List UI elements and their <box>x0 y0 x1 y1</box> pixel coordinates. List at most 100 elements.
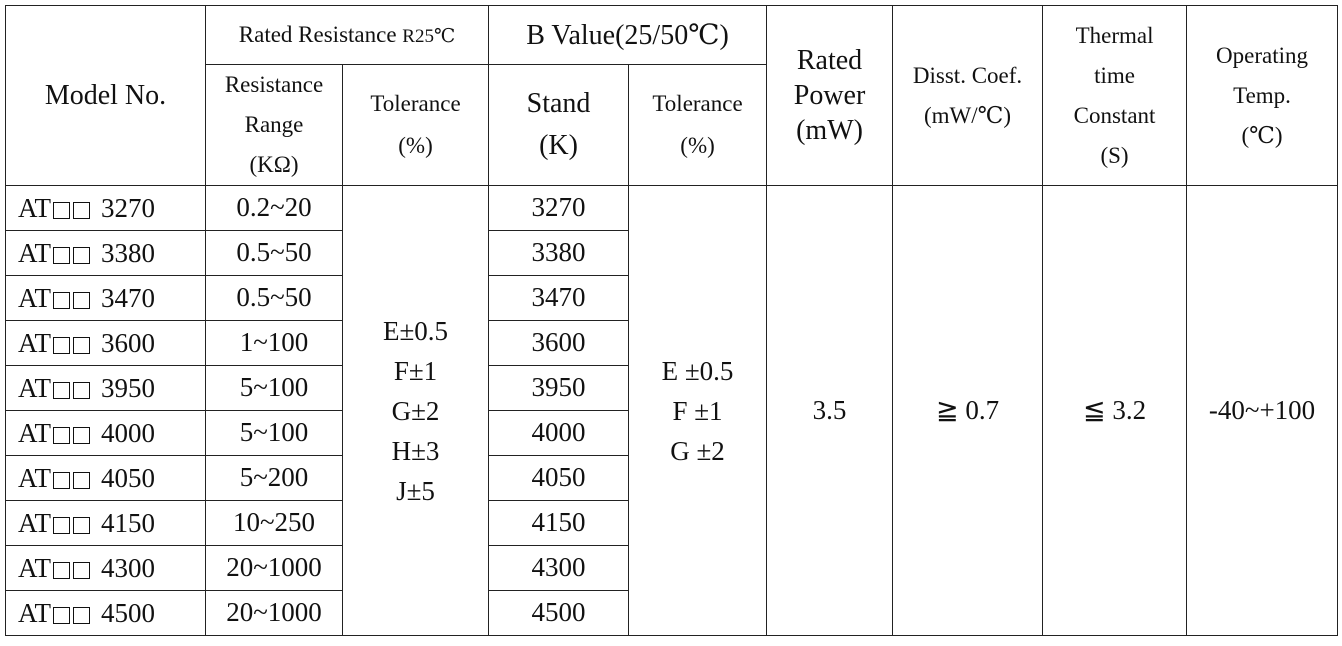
model-cell: AT 3600 <box>5 320 206 366</box>
stand-cell: 3270 <box>488 185 630 231</box>
stand-cell: 3470 <box>488 275 630 321</box>
disst-coef-cell: ≧ 0.7 <box>892 185 1044 636</box>
model-code-boxes <box>53 282 93 316</box>
header-operating-temp-line-1: Operating <box>1216 42 1309 68</box>
model-cell: AT 4500 <box>5 590 206 636</box>
stand-cell: 3600 <box>488 320 630 366</box>
model-cell: AT 3380 <box>5 230 206 276</box>
model-number: 3600 <box>101 328 155 359</box>
model-prefix: AT <box>18 598 51 629</box>
code-box-icon <box>73 607 90 625</box>
stand-cell: 4050 <box>488 455 630 501</box>
tolerance-b-item: E ±0.5 <box>661 355 734 386</box>
stand-cell: 3380 <box>488 230 630 276</box>
header-rated-power-line-2: Power <box>793 80 866 111</box>
tolerance-b-item: G ±2 <box>670 435 725 466</box>
stand-cell: 4500 <box>488 590 630 636</box>
header-tolerance-resistance: Tolerance (%) <box>341 64 490 186</box>
tolerance-resistance-list: E±0.5 F±1 G±2 H±3 J±5 <box>343 311 488 511</box>
header-disst-coef: Disst. Coef. (mW/℃) <box>892 5 1044 186</box>
tolerance-resistance-item: E±0.5 <box>382 315 449 346</box>
code-box-icon <box>53 382 70 400</box>
header-b-value-text: B Value(25/50℃) <box>526 19 729 51</box>
model-code-boxes <box>53 372 93 406</box>
table-row: AT 3380 0.5~50 3380 <box>5 230 1338 276</box>
model-cell: AT 3270 <box>5 185 206 231</box>
resistance-range-cell: 5~100 <box>205 365 343 411</box>
header-thermal-time-line-1: Thermal <box>1075 22 1154 48</box>
header-operating-temp-line-3: (℃) <box>1241 122 1283 148</box>
header-operating-temp-line-2: Temp. <box>1233 82 1291 108</box>
stand-cell: 4000 <box>488 410 630 456</box>
model-prefix: AT <box>18 418 51 449</box>
model-prefix: AT <box>18 238 51 269</box>
header-resistance-range-line-3: (KΩ) <box>249 152 299 177</box>
tolerance-resistance-cell: E±0.5 F±1 G±2 H±3 J±5 <box>341 185 490 636</box>
operating-temp-cell: -40~+100 <box>1186 185 1339 636</box>
model-prefix: AT <box>18 553 51 584</box>
header-rated-power: Rated Power (mW) <box>766 5 894 186</box>
code-box-icon <box>53 292 70 310</box>
resistance-range-cell: 0.5~50 <box>205 230 343 276</box>
header-rated-resistance-suffix: R25℃ <box>402 25 456 47</box>
header-thermal-time-line-2: time <box>1094 62 1135 88</box>
tolerance-b-cell: E ±0.5 F ±1 G ±2 <box>628 185 768 636</box>
code-box-icon <box>53 562 70 580</box>
tolerance-b-list: E ±0.5 F ±1 G ±2 <box>629 351 766 471</box>
stand-cell: 4150 <box>488 500 630 546</box>
model-cell: AT 4000 <box>5 410 206 456</box>
model-prefix: AT <box>18 193 51 224</box>
model-prefix: AT <box>18 283 51 314</box>
resistance-range-cell: 5~100 <box>205 410 343 456</box>
header-resistance-range-line-1: Resistance <box>224 72 324 97</box>
header-resistance-range-line-2: Range <box>244 112 304 137</box>
header-stand-line-2: (K) <box>539 130 578 161</box>
code-box-icon <box>73 562 90 580</box>
header-thermal-time: Thermal time Constant (S) <box>1042 5 1188 186</box>
model-code-boxes <box>53 507 93 541</box>
model-cell: AT 3470 <box>5 275 206 321</box>
header-rated-power-line-1: Rated <box>796 45 863 76</box>
model-prefix: AT <box>18 463 51 494</box>
header-stand: Stand (K) <box>488 64 630 186</box>
code-box-icon <box>53 202 70 220</box>
code-box-icon <box>73 292 90 310</box>
code-box-icon <box>53 337 70 355</box>
model-cell: AT 4150 <box>5 500 206 546</box>
header-rated-resistance: Rated Resistance R25℃ <box>204 5 490 65</box>
table-row: AT 3600 1~100 3600 <box>5 320 1338 366</box>
header-thermal-time-line-4: (S) <box>1100 142 1129 168</box>
header-resistance-range: Resistance Range (KΩ) <box>205 64 343 186</box>
model-code-boxes <box>53 552 93 586</box>
code-box-icon <box>53 427 70 445</box>
thermistor-spec-table: Model No. Rated Resistance R25℃ B Value(… <box>5 5 1339 636</box>
header-tolerance-resistance-line-1: Tolerance <box>370 91 461 116</box>
tolerance-b-item: F ±1 <box>672 395 723 426</box>
model-number: 4050 <box>101 463 155 494</box>
table-row: AT 4000 5~100 4000 <box>5 410 1338 456</box>
header-tolerance-b-line-1: Tolerance <box>652 91 743 116</box>
header-disst-coef-line-2: (mW/℃) <box>924 102 1012 128</box>
tolerance-resistance-item: G±2 <box>391 395 440 426</box>
table-row: AT 4500 20~1000 4500 <box>5 590 1338 636</box>
header-rated-resistance-text: Rated Resistance <box>238 21 403 47</box>
model-code-boxes <box>53 237 93 271</box>
model-code-boxes <box>53 462 93 496</box>
tolerance-resistance-item: J±5 <box>396 475 435 506</box>
header-stand-line-1: Stand <box>526 88 591 119</box>
resistance-range-cell: 0.2~20 <box>205 185 343 231</box>
resistance-range-cell: 0.5~50 <box>205 275 343 321</box>
model-code-boxes <box>53 597 93 631</box>
table-row: AT 3270 0.2~20 E±0.5 F±1 G±2 H±3 J±5 3270… <box>5 185 1339 636</box>
code-box-icon <box>53 607 70 625</box>
table-row: AT 4300 20~1000 4300 <box>5 545 1338 591</box>
model-prefix: AT <box>18 328 51 359</box>
table-row: AT 3470 0.5~50 3470 <box>5 275 1338 321</box>
code-box-icon <box>73 472 90 490</box>
header-thermal-time-line-3: Constant <box>1073 102 1156 128</box>
stand-cell: 3950 <box>488 365 630 411</box>
model-cell: AT 4050 <box>5 455 206 501</box>
code-box-icon <box>73 247 90 265</box>
header-model-no-text: Model No. <box>44 80 167 111</box>
model-prefix: AT <box>18 508 51 539</box>
